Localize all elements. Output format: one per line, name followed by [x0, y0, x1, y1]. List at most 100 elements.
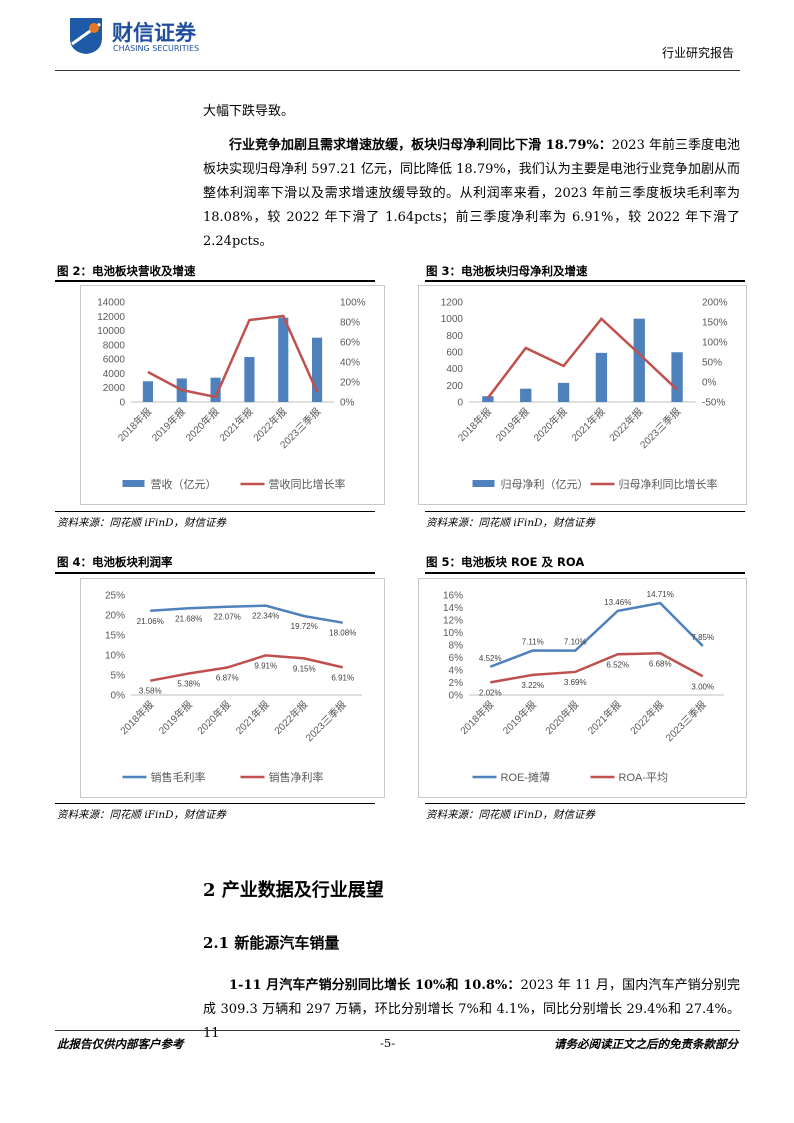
data-label: 6.91% — [331, 673, 354, 682]
y-tick-label: 14000 — [97, 298, 125, 309]
x-tick-label: 2021年报 — [568, 405, 607, 444]
paragraph: 行业竞争加剧且需求增速放缓，板块归母净利同比下滑 18.79%：2023 年前三… — [203, 134, 740, 254]
bar — [482, 396, 494, 402]
data-label: 22.34% — [252, 612, 279, 621]
paragraph-lead: 行业竞争加剧且需求增速放缓，板块归母净利同比下滑 18.79%： — [229, 138, 612, 153]
line — [490, 651, 704, 684]
y-tick-label: 14% — [443, 603, 463, 614]
data-label: 6.52% — [606, 660, 629, 669]
y-tick-label: 5% — [111, 671, 126, 682]
y-tick-label: 25% — [105, 591, 125, 602]
y2-tick-label: 20% — [340, 378, 360, 389]
y-tick-label: 16% — [443, 591, 463, 602]
data-label: 7.85% — [691, 633, 714, 642]
legend-label: 归母净利（亿元） — [501, 477, 589, 491]
y-tick-label: 10% — [105, 651, 125, 662]
legend-label: 销售净利率 — [269, 770, 324, 784]
y-tick-label: 10000 — [97, 326, 125, 337]
legend-label: ROE-摊薄 — [501, 770, 551, 784]
y-tick-label: 8000 — [103, 340, 126, 351]
data-label: 19.72% — [291, 622, 318, 631]
data-label: 21.06% — [137, 617, 164, 626]
legend-label: ROA-平均 — [619, 771, 669, 784]
x-tick-label: 2023三季报 — [303, 698, 349, 744]
bar — [244, 357, 255, 402]
data-label: 6.87% — [216, 674, 239, 683]
legend-label: 营收同比增长率 — [269, 477, 346, 491]
y2-tick-label: 0% — [702, 378, 717, 389]
y2-tick-label: -50% — [702, 398, 725, 409]
data-label: 13.46% — [604, 598, 631, 607]
footer-left: 此报告仅供内部客户参考 — [57, 1037, 184, 1051]
x-tick-label: 2019年报 — [156, 698, 195, 737]
y2-tick-label: 60% — [340, 338, 360, 349]
y-tick-label: 6000 — [103, 355, 126, 366]
line — [150, 604, 343, 624]
bar — [520, 388, 532, 402]
figure-rule — [425, 572, 745, 574]
chart: 0 2000 4000 6000 8000 10000 12000 14000 0% 20% 40%… — [80, 285, 385, 505]
x-tick-label: 2018年报 — [457, 698, 496, 737]
y2-tick-label: 50% — [702, 358, 722, 369]
data-label: 21.68% — [175, 614, 202, 623]
y2-tick-label: 100% — [702, 338, 728, 349]
x-tick-label: 2023三季报 — [637, 405, 683, 451]
x-tick-label: 2019年报 — [493, 405, 532, 444]
x-tick-label: 2023三季报 — [663, 698, 709, 744]
y2-tick-label: 80% — [340, 318, 360, 329]
y-tick-label: 0% — [111, 691, 126, 702]
company-name-en: CHASING SECURITIES — [113, 44, 200, 53]
legend-label: 归母净利同比增长率 — [619, 477, 718, 491]
figure-source: 资料来源：同花顺 iFinD，财信证券 — [426, 517, 596, 529]
chart: 0% 5% 10% 15% 20% 25% 2018年报 2019年报 2020年报 2021年报… — [80, 578, 385, 798]
section-heading: 2 产业数据及行业展望 — [203, 880, 384, 901]
figure-rule — [425, 511, 745, 512]
y2-tick-label: 150% — [702, 318, 728, 329]
figure-rule — [55, 280, 375, 282]
legend-swatch — [472, 480, 495, 487]
x-tick-label: 2019年报 — [500, 698, 539, 737]
paragraph-text: 2023 年 11 月，国内汽车产销分别完成 309.3 万辆和 297 万辆，… — [203, 978, 740, 1041]
bar — [278, 317, 289, 402]
paragraph-lead: 1-11 月汽车产销分别同比增长 10%和 10.8%： — [229, 978, 521, 993]
figure-title: 图 4：电池板块利润率 — [57, 555, 173, 569]
x-tick-label: 2020年报 — [542, 698, 581, 737]
paragraph: 大幅下跌导致。 — [203, 104, 295, 119]
x-tick-label: 2021年报 — [216, 405, 255, 444]
legend-swatch — [122, 480, 145, 487]
x-tick-label: 2018年报 — [117, 698, 156, 737]
data-label: 14.71% — [647, 590, 674, 599]
data-label: 22.07% — [214, 613, 241, 622]
data-label: 18.08% — [329, 629, 356, 638]
paragraph: 1-11 月汽车产销分别同比增长 10%和 10.8%：2023 年 11 月，… — [203, 974, 740, 1046]
figure-rule — [55, 511, 375, 512]
line — [150, 654, 344, 682]
y-tick-label: 200 — [446, 381, 463, 392]
y-tick-label: 4% — [449, 666, 464, 677]
figure-title: 图 2：电池板块营收及增速 — [57, 264, 196, 278]
data-label: 9.15% — [293, 664, 316, 673]
chart: 0% 2%4% 6%8% 10%12% 14%16% 2018年报 2019年报 2020年报… — [418, 578, 747, 798]
y2-tick-label: 40% — [340, 358, 360, 369]
data-label: 9.91% — [254, 661, 277, 670]
footer-right: 请务必阅读正文之后的免责条款部分 — [554, 1037, 738, 1051]
header-rule — [55, 70, 740, 71]
y-tick-label: 20% — [105, 611, 125, 622]
data-label: 3.69% — [564, 678, 587, 687]
x-tick-label: 2022年报 — [606, 405, 645, 444]
y-tick-label: 2% — [449, 678, 464, 689]
line — [147, 314, 319, 399]
bar — [633, 318, 645, 402]
data-label: 3.58% — [139, 687, 162, 696]
y-tick-label: 8% — [449, 641, 464, 652]
y2-tick-label: 0% — [340, 398, 355, 409]
x-tick-label: 2021年报 — [233, 698, 272, 737]
chart: 0 200 400 600 800 1000 1200 -50% 0% 50% 100% 150% 20… — [418, 285, 747, 505]
data-label: 3.22% — [521, 681, 544, 690]
figure-rule — [425, 803, 745, 804]
y-tick-label: 0 — [457, 398, 463, 409]
y-tick-label: 0 — [119, 398, 125, 409]
data-label: 7.11% — [522, 638, 544, 647]
data-label: 2.02% — [479, 688, 502, 697]
footer-rule — [55, 1030, 740, 1031]
